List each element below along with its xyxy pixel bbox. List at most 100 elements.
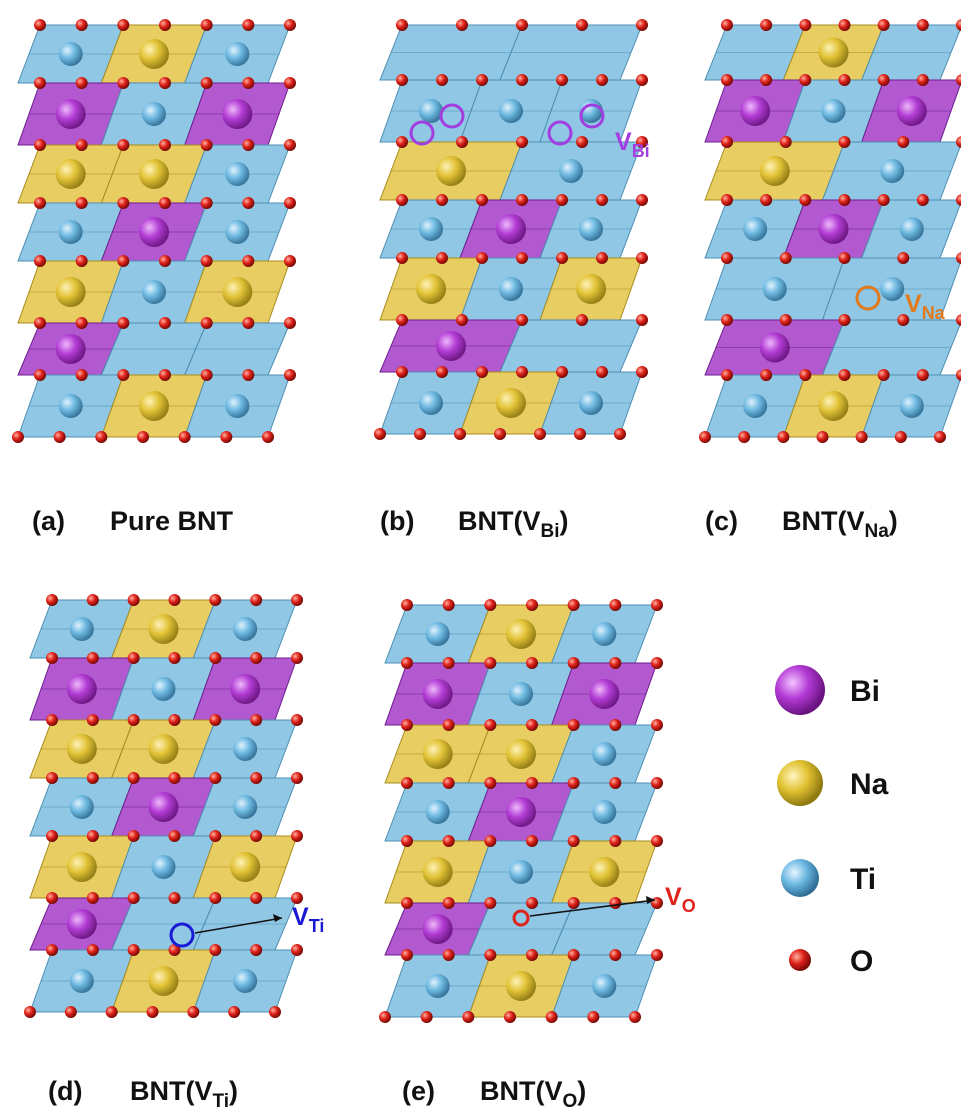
oxygen-atom [34, 255, 46, 267]
atom [436, 331, 466, 361]
oxygen-atom [839, 74, 851, 86]
oxygen-atom [34, 197, 46, 209]
oxygen-atom [284, 255, 296, 267]
atom [559, 159, 583, 183]
atom [139, 159, 169, 189]
legend-label: Bi [850, 675, 880, 708]
oxygen-atom [396, 19, 408, 31]
atom [576, 274, 606, 304]
oxygen-atom [799, 74, 811, 86]
atom [230, 674, 260, 704]
atom [149, 966, 179, 996]
oxygen-atom [117, 77, 129, 89]
oxygen-atom [209, 714, 221, 726]
oxygen-atom [799, 19, 811, 31]
oxygen-atom [242, 369, 254, 381]
atom [743, 217, 767, 241]
text: ) [229, 1076, 238, 1106]
oxygen-atom [651, 719, 663, 731]
oxygen-atom [242, 19, 254, 31]
oxygen-atom [12, 431, 24, 443]
oxygen-atom [401, 949, 413, 961]
panel-tag: (c) [705, 506, 738, 536]
oxygen-atom [250, 594, 262, 606]
oxygen-atom [436, 366, 448, 378]
atom [56, 334, 86, 364]
oxygen-atom [209, 652, 221, 664]
oxygen-atom [516, 314, 528, 326]
oxygen-atom [128, 652, 140, 664]
oxygen-atom [780, 252, 792, 264]
atom [70, 795, 94, 819]
oxygen-atom [897, 136, 909, 148]
oxygen-atom [284, 19, 296, 31]
text: V [905, 290, 922, 318]
oxygen-atom [169, 652, 181, 664]
oxygen-atom [856, 431, 868, 443]
crystal-structure [379, 599, 663, 1023]
oxygen-atom [839, 19, 851, 31]
panel-tag: (e) [402, 1076, 435, 1106]
oxygen-atom [534, 428, 546, 440]
atom [56, 99, 86, 129]
atom [880, 277, 904, 301]
oxygen-atom [159, 139, 171, 151]
oxygen-atom [76, 77, 88, 89]
oxygen-atom [651, 897, 663, 909]
oxygen-atom [159, 369, 171, 381]
legend: Bi Na Ti O [775, 665, 889, 978]
oxygen-atom [721, 369, 733, 381]
oxygen-atom [34, 77, 46, 89]
legend-label: O [850, 945, 873, 978]
oxygen-atom [396, 252, 408, 264]
oxygen-atom [504, 1011, 516, 1023]
oxygen-atom [46, 944, 58, 956]
atom [139, 39, 169, 69]
oxygen-atom [484, 777, 496, 789]
oxygen-atom [269, 1006, 281, 1018]
oxygen-atom [526, 657, 538, 669]
oxygen-atom [839, 136, 851, 148]
subscript: Na [865, 521, 890, 542]
atom [222, 99, 252, 129]
oxygen-atom [284, 139, 296, 151]
oxygen-atom [117, 369, 129, 381]
oxygen-atom [516, 194, 528, 206]
oxygen-atom [401, 835, 413, 847]
oxygen-atom [568, 777, 580, 789]
oxygen-atom [128, 830, 140, 842]
oxygen-atom [574, 428, 586, 440]
oxygen-atom [242, 197, 254, 209]
oxygen-atom [568, 657, 580, 669]
oxygen-atom [516, 252, 528, 264]
oxygen-atom [878, 19, 890, 31]
oxygen-atom [209, 594, 221, 606]
oxygen-atom [636, 74, 648, 86]
atom [880, 159, 904, 183]
atom [579, 391, 603, 415]
oxygen-atom [494, 428, 506, 440]
oxygen-atom [87, 772, 99, 784]
atom [59, 394, 83, 418]
atom [763, 277, 787, 301]
oxygen-atom [484, 599, 496, 611]
oxygen-atom [609, 657, 621, 669]
oxygen-atom [117, 255, 129, 267]
oxygen-atom [777, 431, 789, 443]
oxygen-atom [609, 897, 621, 909]
oxygen-atom [609, 599, 621, 611]
oxygen-atom [917, 19, 929, 31]
oxygen-atom [401, 897, 413, 909]
atom [592, 742, 616, 766]
oxygen-atom [169, 714, 181, 726]
subscript: O [682, 896, 696, 916]
oxygen-atom [462, 1011, 474, 1023]
oxygen-atom [379, 1011, 391, 1023]
atom [152, 855, 176, 879]
oxygen-atom [242, 77, 254, 89]
atom [149, 734, 179, 764]
oxygen-atom [284, 317, 296, 329]
oxygen-atom [454, 428, 466, 440]
oxygen-atom [526, 777, 538, 789]
atom [740, 96, 770, 126]
